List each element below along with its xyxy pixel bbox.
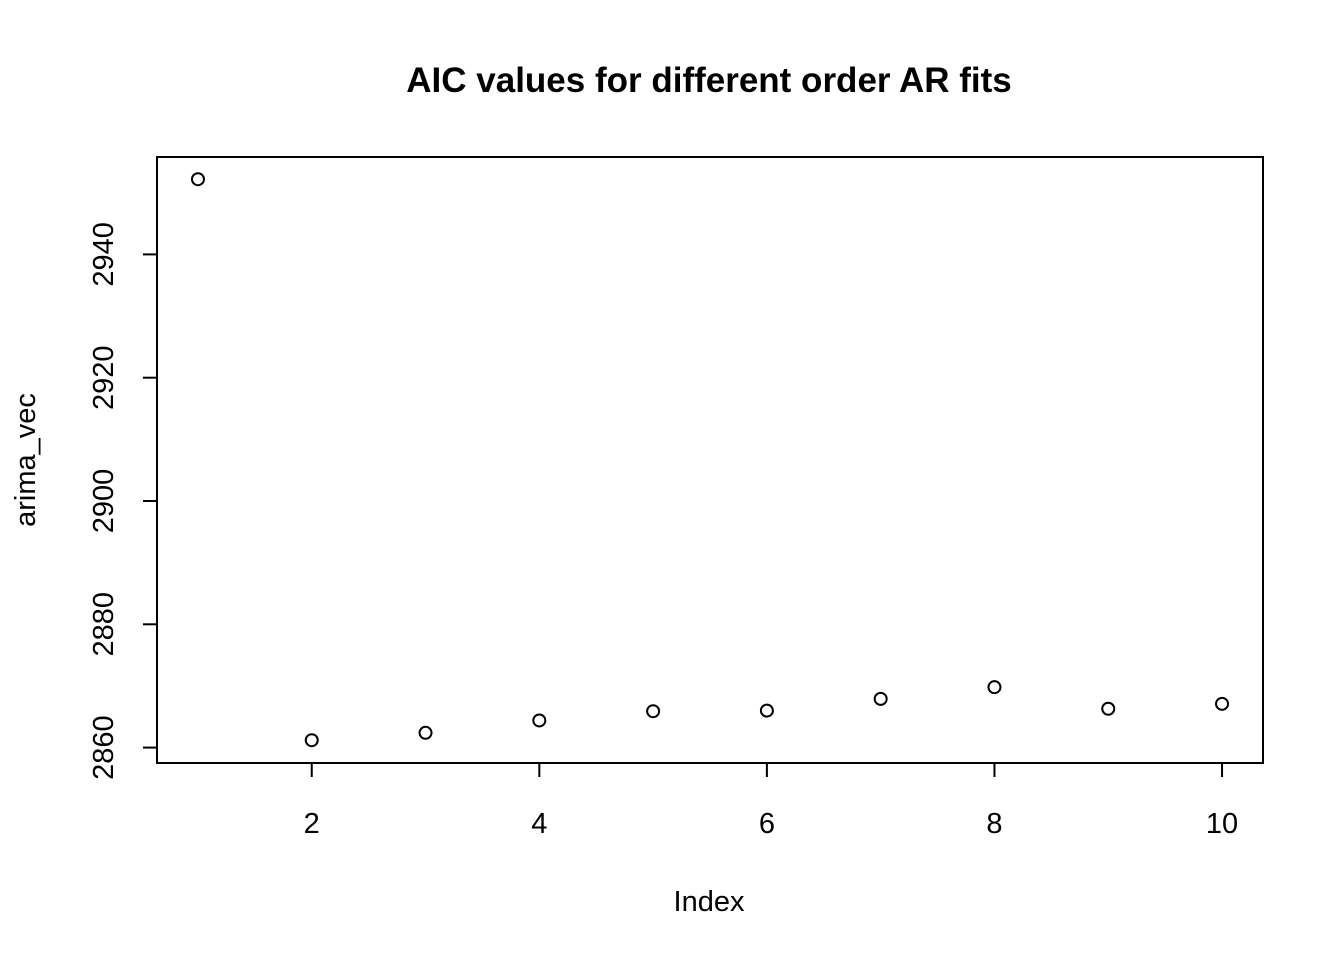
data-point [418, 725, 433, 740]
y-tick-label: 2860 [88, 715, 120, 780]
x-axis-label: Index [674, 886, 745, 918]
data-point [987, 680, 1002, 695]
data-point [532, 713, 547, 728]
y-tick-label: 2900 [88, 469, 120, 534]
x-axis: 2 4 6 8 10 [304, 762, 1238, 840]
y-tick-label: 2880 [88, 592, 120, 657]
x-tick-label: 4 [531, 808, 547, 840]
data-point [190, 172, 205, 187]
data-point [759, 703, 774, 718]
data-point [1101, 701, 1116, 716]
x-tick-label: 10 [1206, 808, 1238, 840]
x-tick-label: 2 [304, 808, 320, 840]
x-tick-label: 6 [759, 808, 775, 840]
data-point [1215, 696, 1230, 711]
y-tick-label: 2920 [88, 345, 120, 410]
y-axis-label: arima_vec [10, 393, 42, 527]
data-point [873, 691, 888, 706]
data-point [646, 704, 661, 719]
x-tick-label: 8 [986, 808, 1002, 840]
y-axis: 2860 2880 2900 2920 2940 [88, 222, 158, 780]
data-points [190, 172, 1230, 748]
y-tick-label: 2940 [88, 222, 120, 287]
data-point [304, 733, 319, 748]
plot-frame [156, 156, 1264, 764]
chart-title: AIC values for different order AR fits [406, 61, 1011, 100]
